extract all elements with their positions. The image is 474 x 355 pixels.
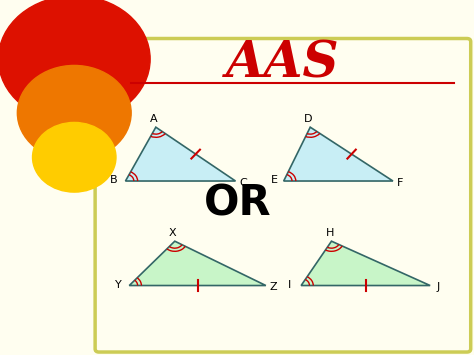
Text: OR: OR [203,182,271,224]
Text: X: X [169,228,177,238]
Text: E: E [271,175,278,185]
Text: B: B [110,175,118,185]
Text: D: D [304,114,312,124]
Text: AAS: AAS [226,39,340,88]
Text: Z: Z [270,282,277,292]
Text: H: H [325,228,334,238]
Text: C: C [239,178,247,187]
Text: F: F [397,178,404,187]
Circle shape [33,122,116,192]
Polygon shape [283,127,393,181]
Polygon shape [129,241,266,285]
Text: I: I [288,280,292,290]
Polygon shape [126,127,236,181]
Polygon shape [301,241,430,285]
Text: J: J [436,282,439,292]
FancyBboxPatch shape [95,38,471,352]
Text: A: A [150,114,158,124]
Text: Y: Y [115,280,121,290]
Circle shape [18,65,131,160]
Circle shape [0,0,150,122]
